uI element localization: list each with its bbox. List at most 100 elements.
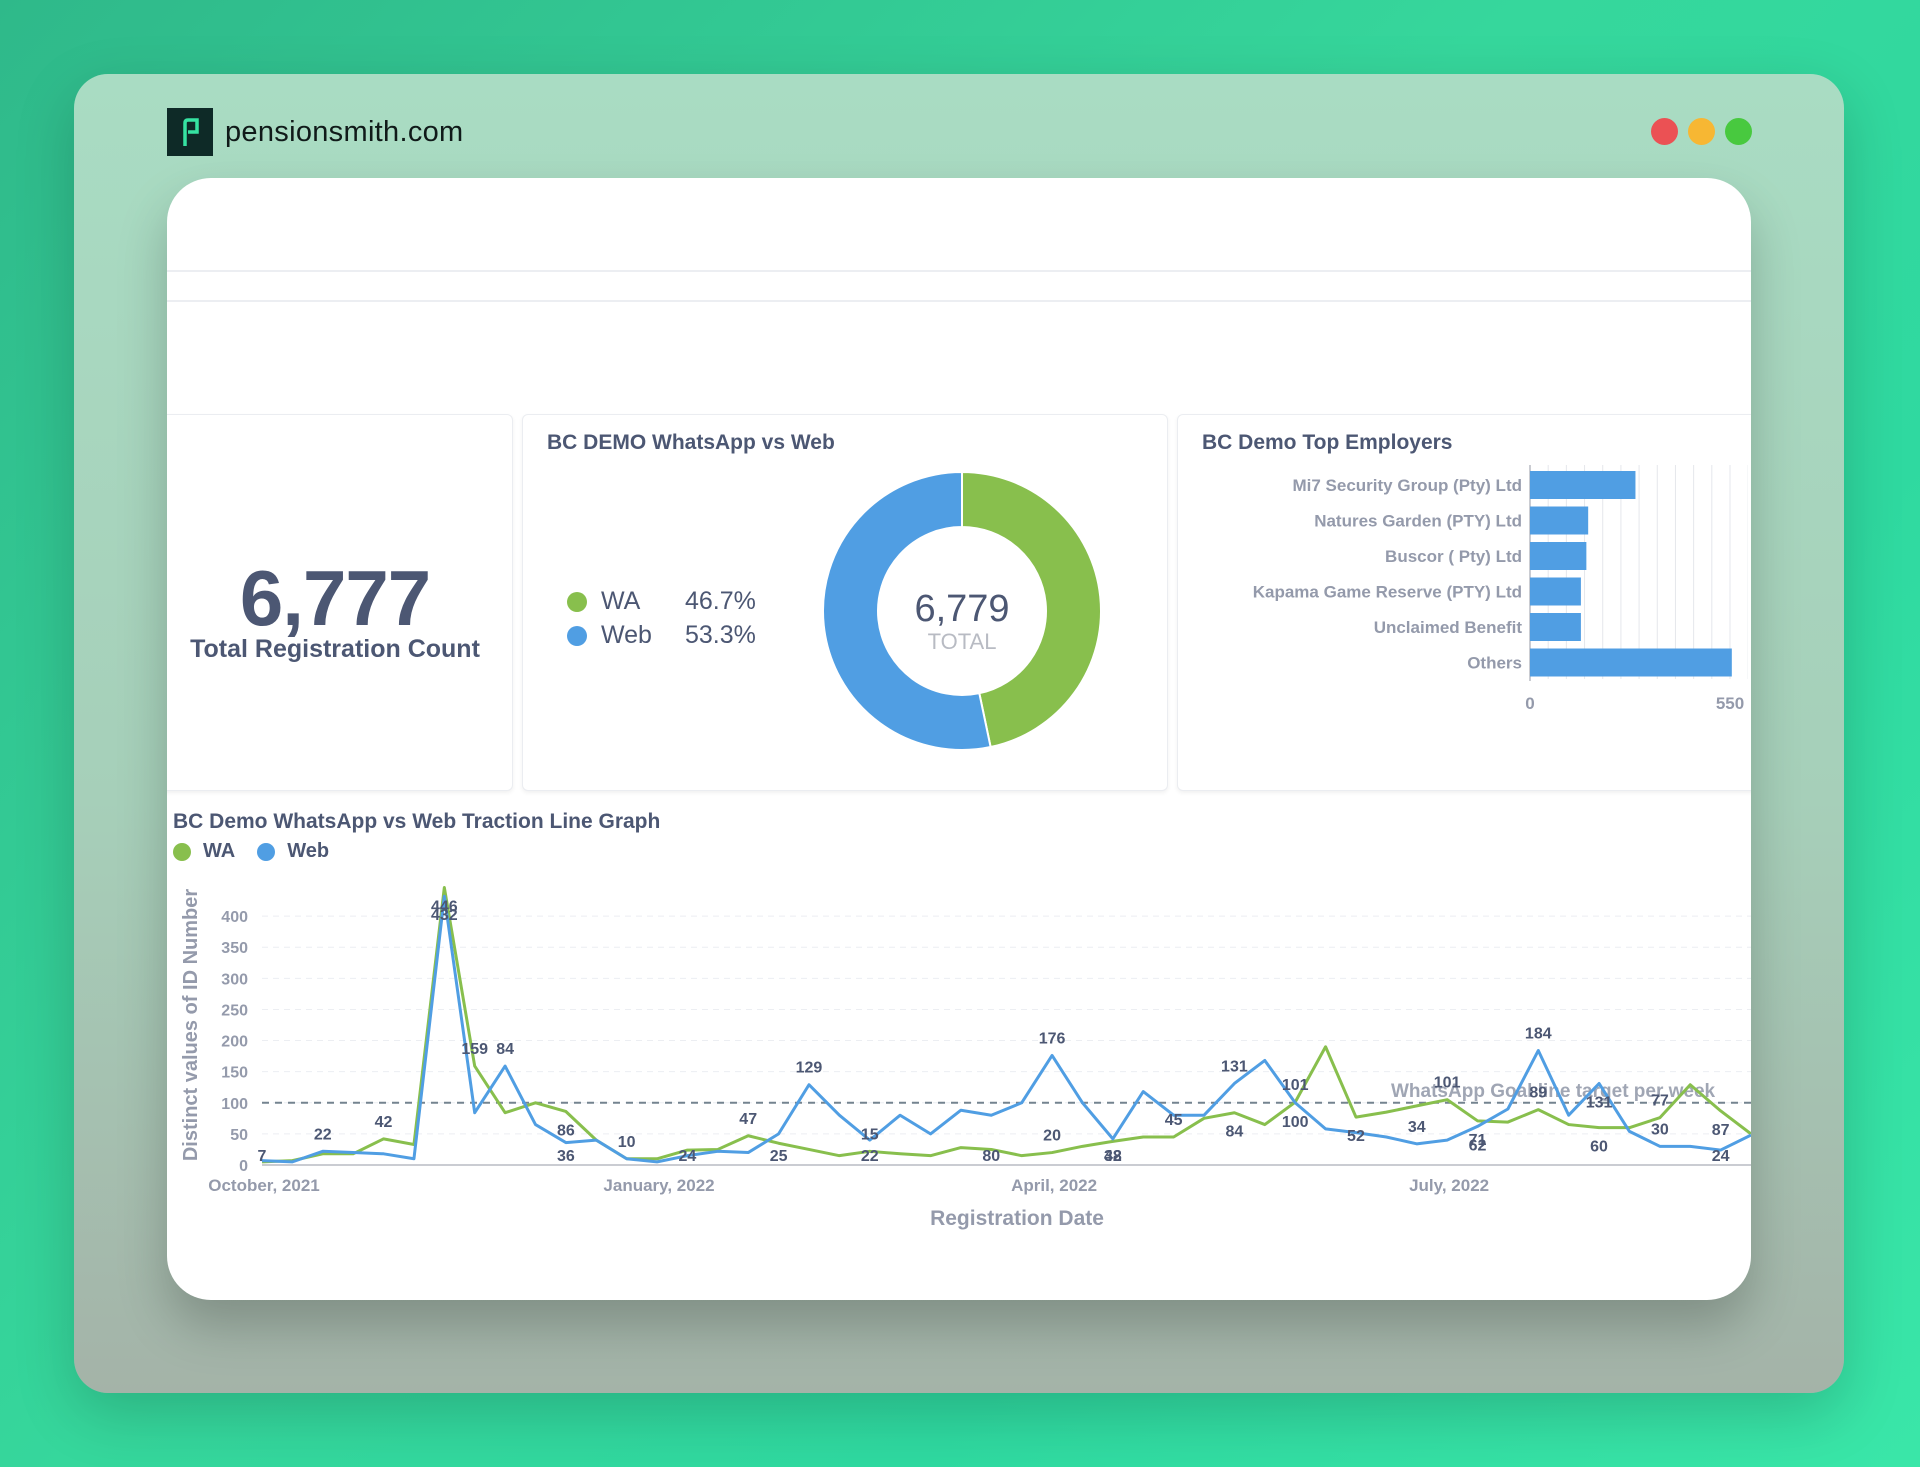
wa-dot-icon (173, 842, 191, 861)
data-label: 131 (1221, 1058, 1248, 1075)
data-label: 71 (1469, 1132, 1487, 1149)
data-label: 129 (796, 1060, 823, 1077)
data-label: 62 (1469, 1137, 1487, 1154)
employer-bar[interactable] (1530, 648, 1732, 677)
divider (167, 270, 1751, 272)
x-tick-label: July, 2022 (1409, 1176, 1489, 1195)
y-tick-label: 0 (239, 1158, 248, 1175)
data-label: 15 (861, 1126, 879, 1143)
web-dot-icon (567, 625, 587, 646)
data-label: 87 (1712, 1122, 1730, 1139)
data-label: 52 (1347, 1128, 1365, 1145)
legend-label-wa[interactable]: WA (203, 840, 236, 862)
data-label: 47 (739, 1111, 757, 1128)
data-label: 22 (861, 1148, 879, 1165)
close-dot-icon[interactable] (1651, 118, 1678, 145)
legend-pct: 53.3% (685, 621, 756, 649)
donut-chart[interactable]: 6,779 TOTAL (812, 461, 1112, 761)
employer-label: Unclaimed Benefit (1374, 618, 1523, 637)
data-label: 184 (1525, 1026, 1552, 1043)
donut-center-label: TOTAL (928, 629, 997, 654)
window-controls (1651, 118, 1752, 145)
data-label: 101 (1434, 1075, 1461, 1092)
x-tick-label: October, 2021 (208, 1176, 320, 1195)
employers-card[interactable]: BC Demo Top Employers Mi7 Security Group… (1177, 414, 1751, 791)
data-label: 100 (1282, 1114, 1309, 1131)
data-label: 24 (679, 1148, 697, 1165)
y-tick-label: 100 (221, 1096, 248, 1113)
y-tick-label: 300 (221, 971, 248, 988)
x-axis-title: Registration Date (930, 1207, 1104, 1230)
donut-title[interactable]: BC DEMO WhatsApp vs Web (547, 431, 835, 454)
data-label: 45 (1165, 1112, 1183, 1129)
pensionsmith-logo-icon (167, 108, 213, 156)
y-tick-label: 150 (221, 1065, 248, 1082)
data-label: 7 (258, 1148, 267, 1165)
data-label: 10 (618, 1134, 636, 1151)
data-label: 176 (1039, 1030, 1066, 1047)
donut-slice-web[interactable] (822, 470, 992, 751)
employer-bar[interactable] (1530, 577, 1581, 606)
employer-label: Natures Garden (PTY) Ltd (1314, 512, 1522, 531)
employer-bar[interactable] (1530, 506, 1589, 535)
x-tick-label: April, 2022 (1011, 1176, 1097, 1195)
data-label: 432 (431, 907, 458, 924)
employer-bar[interactable] (1530, 471, 1636, 499)
employer-bar[interactable] (1530, 542, 1587, 570)
data-label: 101 (1282, 1077, 1309, 1094)
donut-card[interactable]: BC DEMO WhatsApp vs Web WA 46.7% Web 53.… (522, 414, 1168, 791)
y-tick-label: 50 (230, 1127, 248, 1144)
data-label: 86 (557, 1122, 575, 1139)
employers-bar-chart[interactable]: Mi7 Security Group (Pty) Ltd Natures Gard… (1178, 465, 1748, 785)
line-title[interactable]: BC Demo WhatsApp vs Web Traction Line Gr… (173, 810, 661, 833)
data-label: 446 (431, 898, 458, 915)
data-label: 36 (557, 1148, 575, 1165)
minimize-dot-icon[interactable] (1688, 118, 1715, 145)
data-label: 89 (1529, 1085, 1547, 1102)
legend-pct: 46.7% (685, 587, 756, 615)
legend-label: WA (601, 587, 641, 615)
series-line-web[interactable] (261, 894, 1751, 1164)
data-label: 80 (982, 1148, 1000, 1165)
data-label: 25 (770, 1148, 788, 1165)
employer-label: Mi7 Security Group (Pty) Ltd (1292, 476, 1522, 495)
divider (167, 300, 1751, 302)
brand[interactable]: pensionsmith.com (167, 108, 464, 156)
line-legend: WA Web (173, 840, 329, 863)
employer-bar[interactable] (1530, 613, 1581, 641)
kpi-value: 6,777 (239, 554, 431, 642)
data-label: 42 (1104, 1148, 1122, 1165)
x-tick-label: 0 (1525, 694, 1534, 713)
brand-name: pensionsmith.com (225, 115, 464, 148)
data-label: 20 (1043, 1128, 1061, 1145)
employer-label: Kapama Game Reserve (PTY) Ltd (1253, 583, 1522, 602)
employer-label: Others (1467, 654, 1522, 673)
legend-item-web[interactable]: Web 53.3% (567, 621, 756, 650)
x-tick-label: January, 2022 (603, 1176, 714, 1195)
y-tick-label: 200 (221, 1034, 248, 1051)
y-tick-label: 350 (221, 940, 248, 957)
data-label: 84 (1226, 1124, 1244, 1141)
y-tick-label: 250 (221, 1002, 248, 1019)
x-tick-label: 550 (1716, 694, 1744, 713)
legend-label: Web (601, 621, 652, 649)
traction-line-chart[interactable]: 0 50 100 150 200 250 300 350 400 WhatsApp Goal li… (167, 860, 1751, 1300)
data-label: 22 (314, 1126, 332, 1143)
legend-label-web[interactable]: Web (287, 840, 330, 862)
app-window: pensionsmith.com 6,777 Total Registratio… (74, 74, 1844, 1393)
kpi-card[interactable]: 6,777 Total Registration Count (167, 414, 513, 791)
maximize-dot-icon[interactable] (1725, 118, 1752, 145)
kpi-label: Total Registration Count (190, 635, 480, 663)
data-label: 42 (375, 1114, 393, 1131)
donut-slice-wa[interactable] (961, 470, 1102, 749)
goal-line-label: WhatsApp Goal line target per week (1391, 1081, 1716, 1102)
legend-item-wa[interactable]: WA 46.7% (567, 587, 756, 616)
data-label: 77 (1651, 1093, 1669, 1110)
employer-label: Buscor ( Pty) Ltd (1385, 547, 1522, 566)
series-line-wa[interactable] (261, 885, 1751, 1164)
dashboard-panel: 6,777 Total Registration Count BC DEMO W… (167, 178, 1751, 1300)
data-label: 131 (1586, 1094, 1613, 1111)
data-label: 38 (1104, 1148, 1122, 1165)
employers-title[interactable]: BC Demo Top Employers (1202, 431, 1453, 454)
data-label: 24 (1712, 1148, 1730, 1165)
